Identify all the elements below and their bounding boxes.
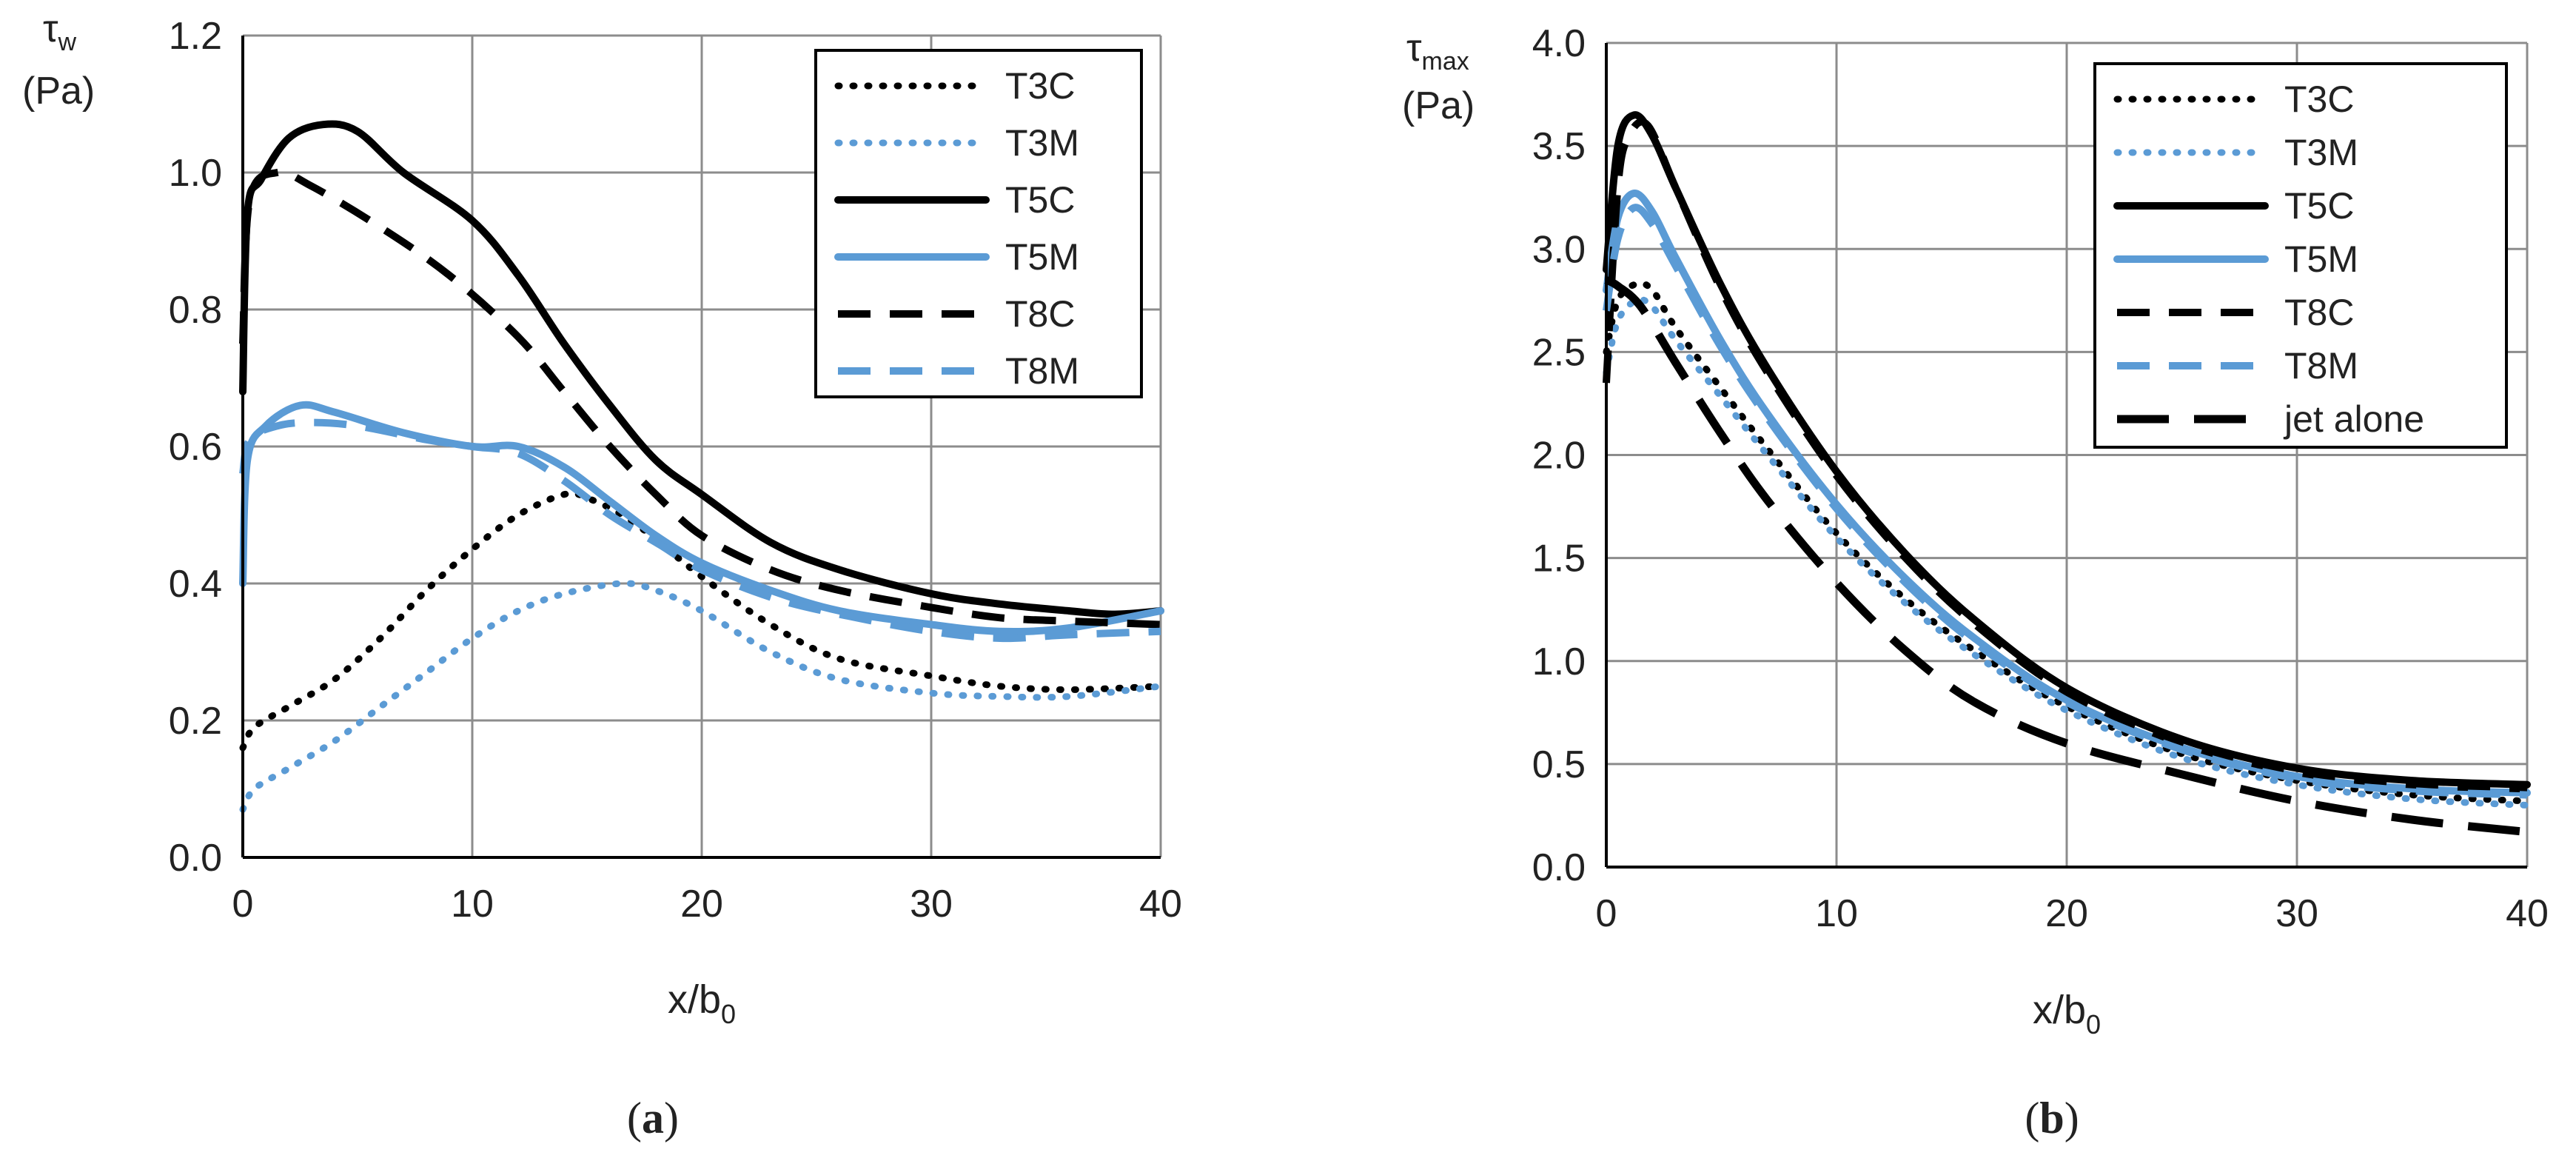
series-line-b-t8m bbox=[1603, 204, 2528, 799]
caption-b: (b) bbox=[2025, 1094, 2079, 1142]
x-tick-label-a-3: 30 bbox=[910, 883, 953, 926]
legend-b: T3C T3M T5C T5M T8C T8M jet alone bbox=[2093, 62, 2508, 449]
series-line-b-t8c bbox=[1603, 118, 2528, 793]
x-tick-label-b-4: 40 bbox=[2506, 892, 2549, 935]
y-tick-label-b-7: 3.5 bbox=[1532, 125, 1586, 168]
caption-b-close: ) bbox=[2065, 1094, 2079, 1142]
caption-a-close: ) bbox=[664, 1094, 679, 1142]
legend-label-a-t8m: T8M bbox=[1005, 350, 1079, 392]
legend-label-a-t5c: T5C bbox=[1005, 179, 1075, 221]
y-tick-label-a-0: 0.0 bbox=[169, 837, 222, 880]
x-tick-label-b-3: 30 bbox=[2275, 892, 2318, 935]
legend-label-a-t5m: T5M bbox=[1005, 236, 1079, 278]
legend-label-a-t8c: T8C bbox=[1005, 293, 1075, 335]
y-tick-label-a-5: 1.0 bbox=[169, 152, 222, 195]
caption-b-open: ( bbox=[2025, 1094, 2039, 1142]
tick-labels-a: 0.0 0.2 0.4 0.6 0.8 1.0 1.2 0 10 20 30 40 bbox=[169, 15, 1182, 926]
x-tick-label-b-0: 0 bbox=[1596, 892, 1617, 935]
y-axis-symbol-a: τ bbox=[43, 7, 58, 50]
legend-label-a-t3c: T3C bbox=[1005, 65, 1075, 107]
legend-items-b: T3C T3M T5C T5M T8C T8M jet alone bbox=[2113, 78, 2424, 440]
legend-label-b-t8c: T8C bbox=[2284, 292, 2354, 333]
y-axis-subscript-b: max bbox=[1422, 47, 1469, 76]
x-tick-label-a-0: 0 bbox=[232, 883, 254, 926]
series-lines-a bbox=[239, 120, 1164, 813]
series-line-a-t8m bbox=[239, 418, 1161, 643]
legend-label-b-t8m: T8M bbox=[2284, 345, 2358, 387]
x-tick-label-b-1: 10 bbox=[1815, 892, 1858, 935]
series-line-a-t8c bbox=[239, 168, 1161, 629]
y-tick-label-b-8: 4.0 bbox=[1532, 22, 1586, 65]
x-axis-title-b: x/b0 bbox=[2033, 988, 2101, 1040]
caption-a: (a) bbox=[627, 1094, 679, 1142]
series-line-a-t5m bbox=[239, 401, 1164, 636]
legend-label-b-t5m: T5M bbox=[2284, 238, 2358, 280]
y-axis-unit-a: (Pa) bbox=[22, 70, 95, 113]
series-line-a-t5c bbox=[239, 120, 1164, 618]
y-axis-unit-b: (Pa) bbox=[1402, 84, 1475, 127]
y-tick-label-b-0: 0.0 bbox=[1532, 846, 1586, 889]
chart-b: 0.0 0.5 1.0 1.5 2.0 2.5 3.0 3.5 4.0 0 10 20 30 40 τma… bbox=[1402, 22, 2549, 1142]
x-tick-label-a-4: 40 bbox=[1139, 883, 1182, 926]
y-tick-label-a-1: 0.2 bbox=[169, 700, 222, 743]
x-tick-label-a-2: 20 bbox=[680, 883, 723, 926]
caption-b-letter: b bbox=[2039, 1094, 2064, 1142]
legend-box-a bbox=[814, 49, 1143, 398]
y-tick-label-a-3: 0.6 bbox=[169, 426, 222, 469]
x-axis-subscript-a: 0 bbox=[721, 999, 736, 1029]
x-axis-title-a: x/b0 bbox=[668, 977, 736, 1029]
y-tick-label-b-3: 1.5 bbox=[1532, 538, 1586, 580]
y-tick-label-b-4: 2.0 bbox=[1532, 435, 1586, 478]
series-line-b-t3m bbox=[1603, 296, 2531, 809]
y-tick-label-b-6: 3.0 bbox=[1532, 228, 1586, 271]
y-axis-subscript-a: w bbox=[58, 28, 77, 56]
series-line-b-jet-alone bbox=[1604, 276, 2528, 837]
legend-label-b-t3m: T3M bbox=[2284, 132, 2358, 173]
legend-label-a-t3m: T3M bbox=[1005, 122, 1079, 164]
series-lines-b bbox=[1603, 111, 2531, 837]
chart-a: 0.0 0.2 0.4 0.6 0.8 1.0 1.2 0 10 20 30 40 τw (Pa) x… bbox=[22, 7, 1182, 1142]
caption-a-open: ( bbox=[627, 1094, 642, 1142]
series-line-a-t3m bbox=[239, 580, 1164, 813]
y-tick-label-b-1: 0.5 bbox=[1532, 743, 1586, 786]
y-axis-title-a: τw bbox=[43, 7, 77, 56]
y-tick-label-a-2: 0.4 bbox=[169, 563, 222, 606]
y-tick-label-a-4: 0.8 bbox=[169, 289, 222, 332]
x-axis-main-a: x/b bbox=[668, 977, 721, 1022]
y-axis-title-b: τmax bbox=[1406, 27, 1469, 76]
legend-items-a: T3C T3M T5C T5M T8C T8M bbox=[834, 65, 1079, 392]
legend-label-b-t3c: T3C bbox=[2284, 78, 2354, 120]
legend-a: T3C T3M T5C T5M T8C T8M bbox=[814, 49, 1143, 398]
y-axis-symbol-b: τ bbox=[1406, 27, 1422, 70]
series-line-b-t3c bbox=[1603, 280, 2531, 805]
caption-a-letter: a bbox=[642, 1094, 664, 1142]
legend-label-b-jet-alone: jet alone bbox=[2283, 398, 2424, 440]
x-tick-label-b-2: 20 bbox=[2045, 892, 2088, 935]
tick-labels-b: 0.0 0.5 1.0 1.5 2.0 2.5 3.0 3.5 4.0 0 10 20 30 40 bbox=[1532, 22, 2549, 935]
y-tick-label-a-6: 1.2 bbox=[169, 15, 222, 58]
y-tick-label-b-5: 2.5 bbox=[1532, 331, 1586, 374]
x-axis-subscript-b: 0 bbox=[2086, 1009, 2101, 1040]
legend-label-b-t5c: T5C bbox=[2284, 185, 2354, 227]
y-tick-label-b-2: 1.0 bbox=[1532, 640, 1586, 683]
x-axis-main-b: x/b bbox=[2033, 988, 2086, 1032]
x-tick-label-a-1: 10 bbox=[451, 883, 494, 926]
